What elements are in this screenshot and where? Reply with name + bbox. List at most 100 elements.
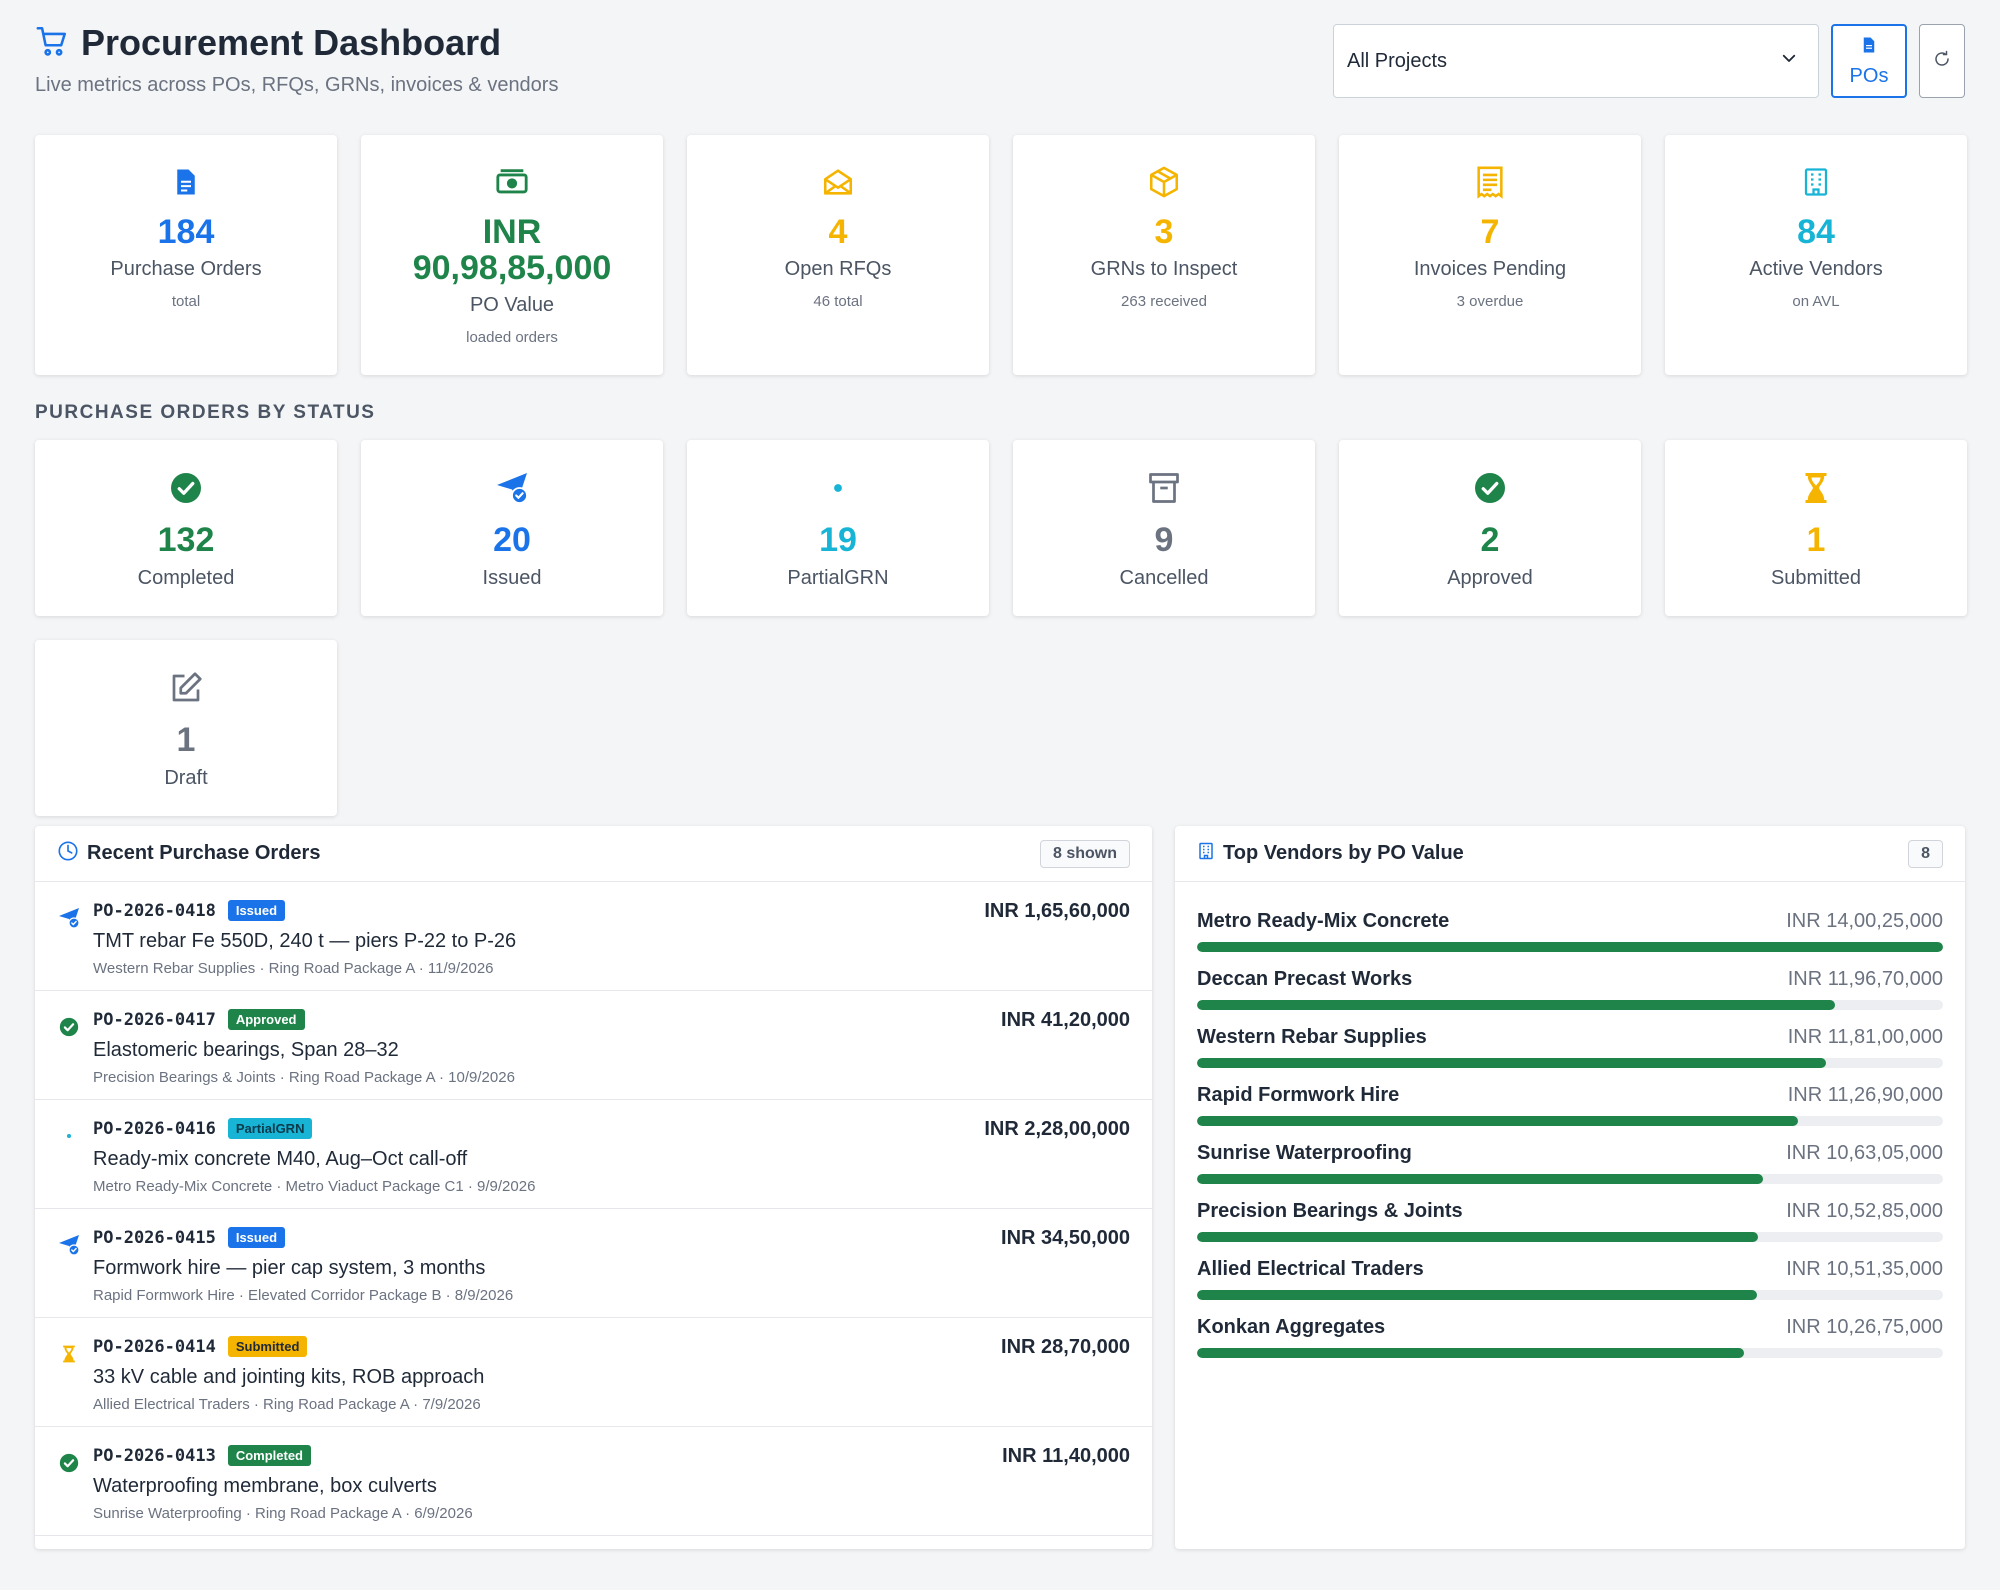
vendor-bar-track	[1197, 1058, 1943, 1068]
po-row[interactable]: PO-2026-0417 Approved Elastomeric bearings…	[35, 991, 1152, 1100]
vendor-bar-fill	[1197, 1290, 1758, 1300]
po-description: Elastomeric bearings, Span 28–32	[93, 1039, 399, 1061]
po-number[interactable]: PO-2026-0416	[93, 1118, 216, 1139]
vendor-value: INR 10,51,35,000	[1786, 1258, 1943, 1280]
page-header: Procurement Dashboard Live metrics acros…	[35, 22, 1965, 102]
vendor-bar-fill	[1197, 1174, 1764, 1184]
send-icon	[57, 1233, 81, 1257]
kpi-card-invoices-pending[interactable]: 7 Invoices Pending 3 overdue	[1339, 135, 1641, 375]
po-row[interactable]: PO-2026-0418 Issued TMT rebar Fe 550D, 240…	[35, 882, 1152, 991]
kpi-label: Active Vendors	[1749, 258, 1883, 280]
po-description: Ready-mix concrete M40, Aug–Oct call-off	[93, 1148, 468, 1170]
vendor-value: INR 10,52,85,000	[1786, 1200, 1943, 1222]
po-number[interactable]: PO-2026-0415	[93, 1227, 216, 1248]
po-row[interactable]: PO-2026-0414 Submitted 33 kV cable and joi…	[35, 1318, 1152, 1427]
status-card-cancelled[interactable]: 9 Cancelled	[1013, 440, 1315, 616]
vendor-row[interactable]: Konkan Aggregates INR 10,26,75,000	[1175, 1316, 1965, 1374]
kpi-card-active-vendors[interactable]: 84 Active Vendors on AVL	[1665, 135, 1967, 375]
po-description: Formwork hire — pier cap system, 3 month…	[93, 1257, 486, 1279]
project-select[interactable]: All Projects	[1333, 24, 1819, 98]
po-description: TMT rebar Fe 550D, 240 t — piers P-22 to…	[93, 930, 517, 952]
status-label: PartialGRN	[787, 567, 889, 589]
po-row[interactable]: PO-2026-0413 Completed Waterproofing membr…	[35, 1427, 1152, 1536]
vendor-bar-track	[1197, 1174, 1943, 1184]
vendor-name: Western Rebar Supplies	[1197, 1026, 1427, 1048]
kpi-card-purchase-orders[interactable]: 184 Purchase Orders total	[35, 135, 337, 375]
envelope-icon	[820, 165, 856, 204]
status-label: Submitted	[1770, 567, 1862, 589]
vendor-row[interactable]: Sunrise Waterproofing INR 10,63,05,000	[1175, 1142, 1965, 1200]
status-card-submitted[interactable]: 1 Submitted	[1665, 440, 1967, 616]
kpi-card-po-value[interactable]: INR 90,98,85,000 PO Value loaded orders	[361, 135, 663, 375]
vendor-row[interactable]: Precision Bearings & Joints INR 10,52,85,…	[1175, 1200, 1965, 1258]
kpi-card-open-rfqs[interactable]: 4 Open RFQs 46 total	[687, 135, 989, 375]
vendor-row[interactable]: Rapid Formwork Hire INR 11,26,90,000	[1175, 1084, 1965, 1142]
vendors-panel-header: Top Vendors by PO Value 8	[1175, 826, 1965, 882]
vendor-value: INR 10,63,05,000	[1786, 1142, 1943, 1164]
status-section-label: PURCHASE ORDERS BY STATUS	[35, 402, 376, 423]
kpi-cards: 184 Purchase Orders total INR 90,98,85,0…	[35, 135, 1967, 375]
receipt-icon	[1473, 165, 1507, 204]
building-icon	[1801, 165, 1831, 204]
vendor-bar-fill	[1197, 1348, 1744, 1358]
po-amount: INR 41,20,000	[1001, 1009, 1130, 1031]
status-label: Issued	[482, 567, 542, 589]
vendor-name: Allied Electrical Traders	[1197, 1258, 1424, 1280]
status-value: 9	[1154, 521, 1174, 559]
vendor-row[interactable]: Metro Ready-Mix Concrete INR 14,00,25,000	[1175, 910, 1965, 968]
status-value: 1	[176, 721, 196, 759]
po-amount: INR 34,50,000	[1001, 1227, 1130, 1249]
po-row[interactable]: PO-2026-0416 PartialGRN Ready-mix concrete…	[35, 1100, 1152, 1209]
vendor-bar-fill	[1197, 1116, 1798, 1126]
po-number[interactable]: PO-2026-0417	[93, 1009, 216, 1030]
chevron-down-icon	[1780, 49, 1798, 73]
status-card-partialgrn[interactable]: 19 PartialGRN	[687, 440, 989, 616]
kpi-label: Invoices Pending	[1413, 258, 1567, 280]
clock-icon	[57, 840, 79, 868]
vendor-bar-fill	[1197, 1232, 1758, 1242]
vendor-value: INR 11,96,70,000	[1787, 968, 1943, 990]
pos-button[interactable]: POs	[1831, 24, 1907, 98]
po-number[interactable]: PO-2026-0413	[93, 1445, 216, 1466]
status-value: 132	[157, 521, 215, 559]
archive-icon	[1146, 470, 1182, 511]
vendor-row[interactable]: Western Rebar Supplies INR 11,81,00,000	[1175, 1026, 1965, 1084]
po-number[interactable]: PO-2026-0418	[93, 900, 216, 921]
status-label: Draft	[164, 767, 208, 789]
po-number[interactable]: PO-2026-0414	[93, 1336, 216, 1357]
status-card-approved[interactable]: 2 Approved	[1339, 440, 1641, 616]
dot-icon	[820, 470, 856, 511]
kpi-value: 84	[1797, 213, 1835, 251]
status-card-issued[interactable]: 20 Issued	[361, 440, 663, 616]
kpi-card-grns-to-inspect[interactable]: 3 GRNs to Inspect 263 received	[1013, 135, 1315, 375]
vendor-bar-track	[1197, 1000, 1943, 1010]
check-circle-icon	[57, 1451, 81, 1475]
document-icon	[171, 165, 201, 204]
po-meta: Western Rebar Supplies · Ring Road Packa…	[93, 960, 494, 977]
kpi-value: 7	[1480, 213, 1500, 251]
po-meta: Metro Ready-Mix Concrete · Metro Viaduct…	[93, 1178, 536, 1195]
vendor-row[interactable]: Allied Electrical Traders INR 10,51,35,00…	[1175, 1258, 1965, 1316]
kpi-label: PO Value	[469, 294, 555, 316]
recent-panel-title: Recent Purchase Orders	[87, 842, 321, 864]
vendor-name: Deccan Precast Works	[1197, 968, 1413, 990]
po-row[interactable]: PO-2026-0415 Issued Formwork hire — pier c…	[35, 1209, 1152, 1318]
cash-icon	[494, 165, 530, 204]
pos-button-label: POs	[1849, 64, 1889, 87]
status-card-completed[interactable]: 132 Completed	[35, 440, 337, 616]
vendor-bar-track	[1197, 942, 1943, 952]
po-meta: Sunrise Waterproofing · Ring Road Packag…	[93, 1505, 473, 1522]
po-amount: INR 28,70,000	[1001, 1336, 1130, 1358]
vendor-bar-fill	[1197, 1000, 1835, 1010]
vendor-value: INR 11,81,00,000	[1787, 1026, 1943, 1048]
po-list: PO-2026-0418 Issued TMT rebar Fe 550D, 240…	[35, 882, 1152, 1536]
po-meta: Rapid Formwork Hire · Elevated Corridor …	[93, 1287, 514, 1304]
vendor-name: Metro Ready-Mix Concrete	[1197, 910, 1450, 932]
edit-icon	[168, 670, 204, 711]
status-card-draft[interactable]: 1 Draft	[35, 640, 337, 816]
refresh-button[interactable]	[1919, 24, 1965, 98]
kpi-value: 4	[828, 213, 848, 251]
status-badge: PartialGRN	[227, 1118, 313, 1139]
vendor-row[interactable]: Deccan Precast Works INR 11,96,70,000	[1175, 968, 1965, 1026]
check-circle-icon	[1472, 470, 1508, 511]
